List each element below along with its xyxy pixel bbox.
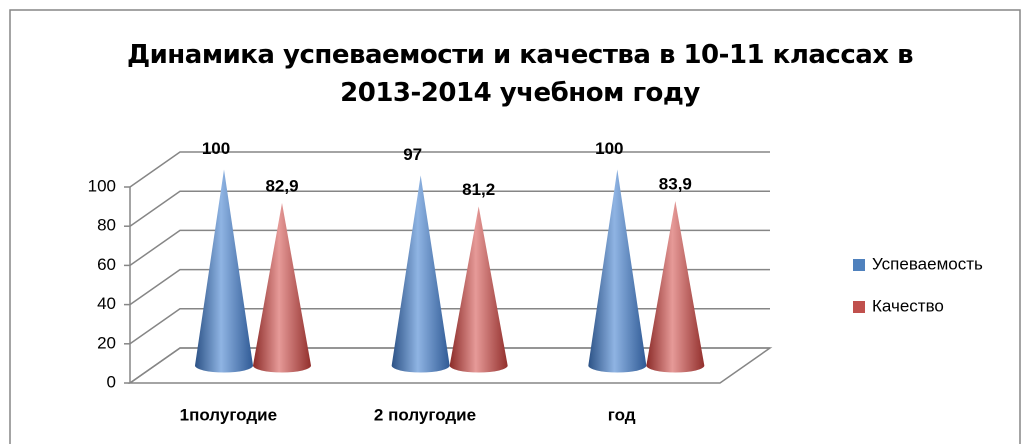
data-label: 82,9: [265, 177, 298, 196]
data-label: 100: [595, 139, 623, 158]
cone: [391, 175, 450, 373]
grid-line: [129, 190, 770, 227]
data-label: 100: [202, 139, 230, 158]
grid-line: [129, 268, 770, 306]
cone: [449, 206, 508, 373]
y-tick-label: 40: [97, 294, 116, 313]
y-tick-label: 0: [107, 372, 116, 391]
y-tick-label: 20: [97, 333, 116, 352]
grid-line: [129, 347, 770, 384]
cone: [646, 201, 705, 373]
legend-swatch: [853, 259, 865, 271]
y-tick-label: 60: [97, 255, 116, 274]
legend-label: Качество: [872, 296, 944, 315]
x-tick-label: год: [608, 405, 636, 424]
y-tick-label: 100: [88, 176, 116, 195]
legend-swatch: [853, 301, 865, 313]
chart-border: [9, 9, 1021, 444]
x-tick-label: 1полугодие: [180, 405, 277, 424]
y-tick-label: 80: [97, 216, 116, 235]
legend-label: Успеваемость: [872, 254, 983, 273]
data-label: 81,2: [462, 180, 495, 199]
chart-title: Динамика успеваемости и качества в 10-11…: [126, 40, 914, 108]
cone: [195, 169, 253, 373]
grid-line: [129, 308, 770, 345]
data-label: 97: [403, 145, 422, 164]
grid-line: [129, 151, 770, 188]
x-tick-label: 2 полугодие: [374, 405, 476, 424]
data-label: 83,9: [659, 175, 692, 194]
cone: [588, 169, 647, 373]
cone: [253, 203, 311, 373]
grid-line: [129, 229, 770, 267]
